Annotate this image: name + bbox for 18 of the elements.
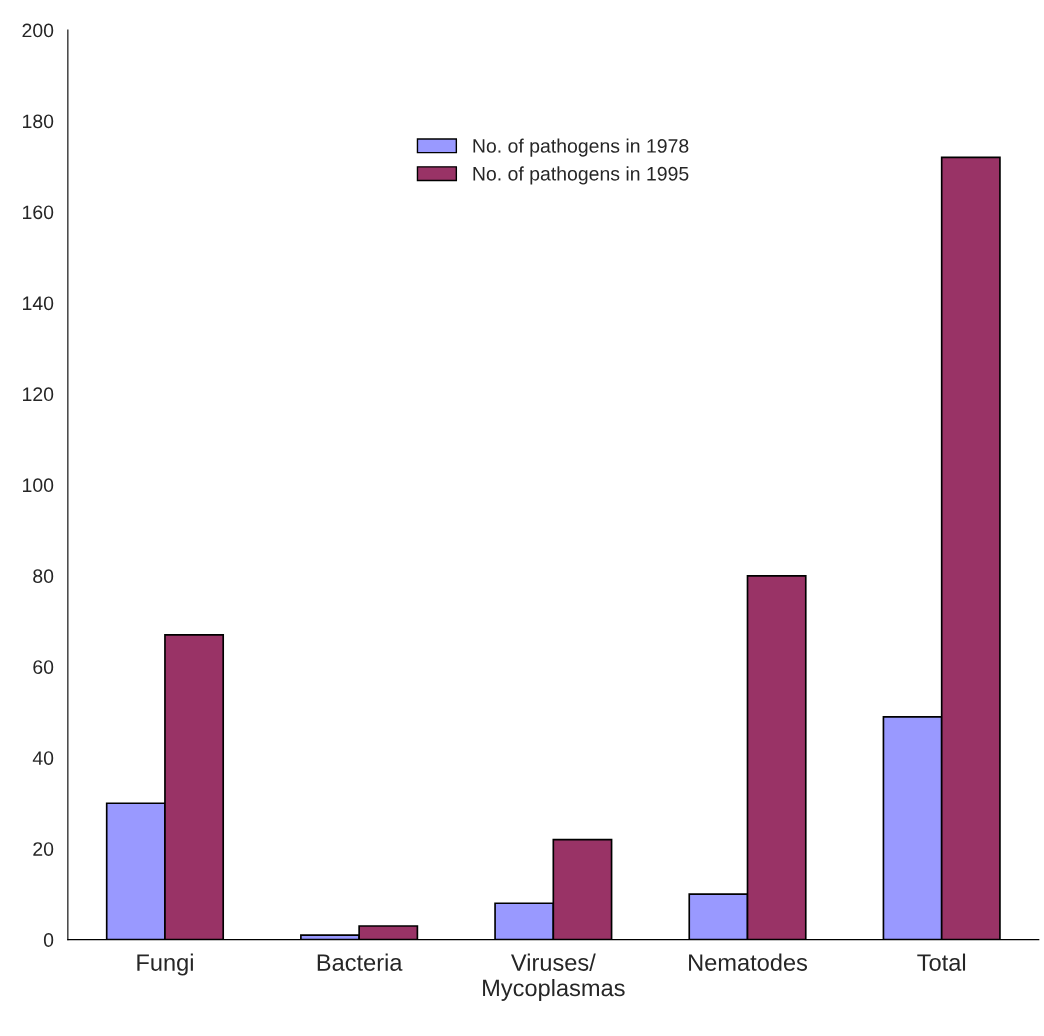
y-tick-label: 100 bbox=[23, 478, 54, 493]
legend-label: No. of pathogens in 1978 bbox=[473, 138, 689, 157]
x-tick-label: Fungi bbox=[137, 953, 193, 976]
y-tick-label: 140 bbox=[23, 296, 54, 311]
y-tick-label: 80 bbox=[33, 569, 54, 584]
y-tick-label: 160 bbox=[23, 205, 54, 220]
y-tick-label: 40 bbox=[32, 751, 54, 765]
y-tick-label: 120 bbox=[23, 387, 54, 402]
legend-label: No. of pathogens in 1995 bbox=[473, 166, 689, 185]
x-tick-label: Bacteria bbox=[317, 953, 403, 971]
y-tick-label: 20 bbox=[33, 842, 54, 856]
y-tick-label: 0 bbox=[43, 933, 54, 947]
y-tick-label: 60 bbox=[33, 660, 54, 675]
x-tick-label: Total bbox=[917, 953, 966, 971]
y-tick-label: 200 bbox=[22, 23, 54, 38]
x-tick-label: Viruses/ Mycoplasmas bbox=[483, 953, 625, 1001]
x-tick-label: Nematodes bbox=[689, 953, 808, 971]
y-tick-label: 180 bbox=[23, 114, 54, 129]
